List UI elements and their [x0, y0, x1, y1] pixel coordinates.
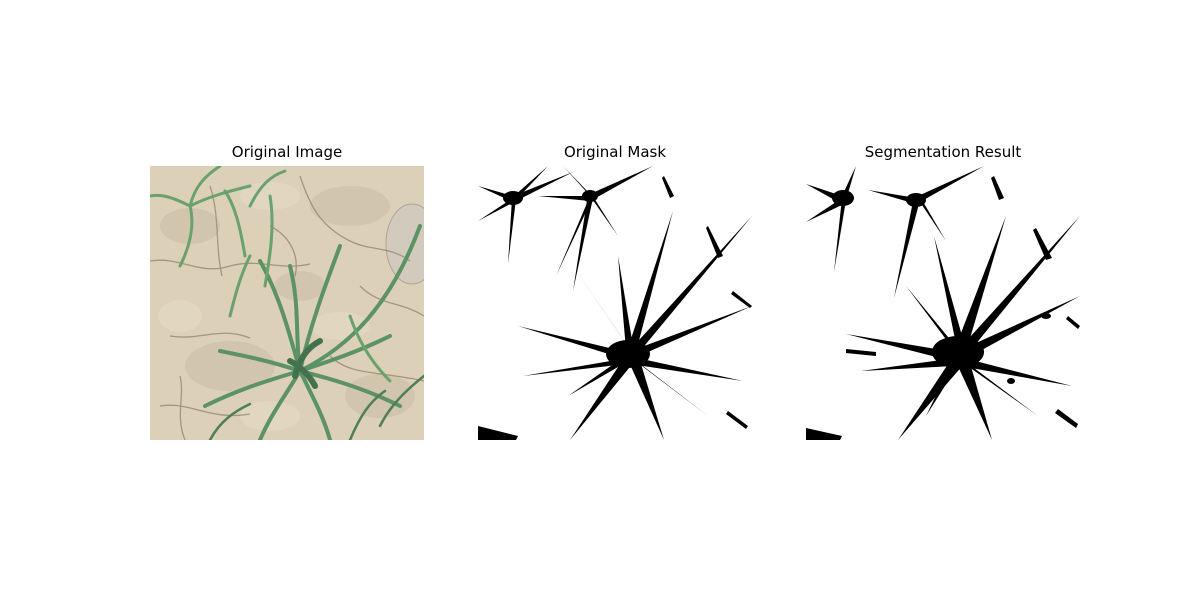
predicted-mask	[806, 166, 1080, 440]
original-image	[150, 166, 424, 440]
panel-title: Original Mask	[563, 143, 667, 161]
panel-title: Segmentation Result	[864, 143, 1022, 161]
panel-title: Original Image	[231, 143, 343, 161]
original-mask-image	[478, 166, 752, 440]
binary-mask	[478, 166, 752, 440]
segmentation-result-image	[806, 166, 1080, 440]
soil-plant-photo	[150, 166, 424, 440]
